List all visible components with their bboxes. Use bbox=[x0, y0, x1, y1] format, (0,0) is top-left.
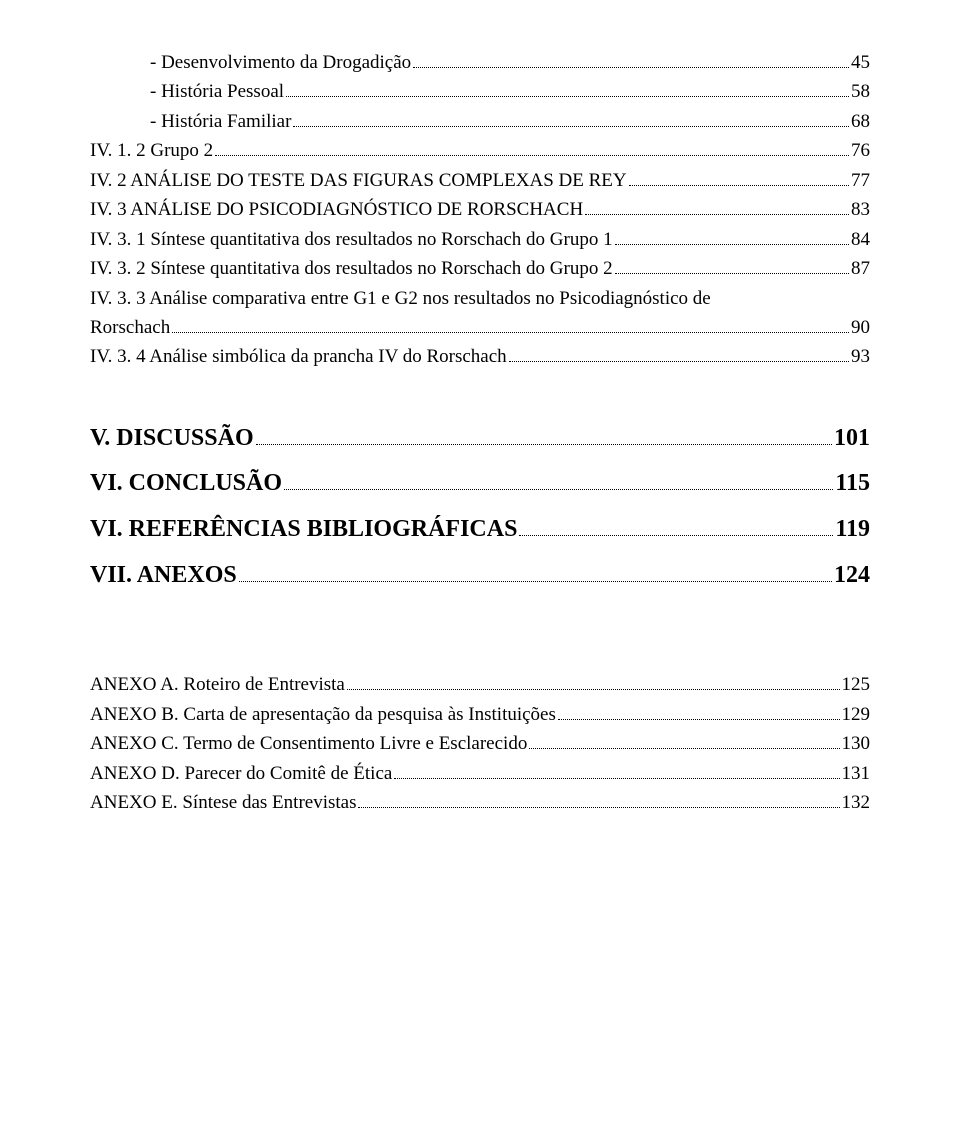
toc-label: - História Pessoal bbox=[150, 77, 284, 106]
toc-label: ANEXO C. Termo de Consentimento Livre e … bbox=[90, 729, 527, 758]
toc-leader-dots bbox=[615, 227, 849, 245]
toc-label: ANEXO A. Roteiro de Entrevista bbox=[90, 670, 345, 699]
toc-heading: V. DISCUSSÃO 101 bbox=[90, 416, 870, 462]
toc-label: VI. REFERÊNCIAS BIBLIOGRÁFICAS bbox=[90, 507, 517, 553]
toc-label: IV. 1. 2 Grupo 2 bbox=[90, 136, 213, 165]
toc-page: 129 bbox=[842, 700, 871, 729]
toc-label: VII. ANEXOS bbox=[90, 553, 237, 599]
toc-page: 45 bbox=[851, 48, 870, 77]
toc-leader-dots bbox=[413, 50, 849, 68]
toc-leader-dots bbox=[558, 702, 840, 720]
spacer bbox=[90, 598, 870, 642]
toc-leader-dots bbox=[239, 559, 832, 582]
spacer bbox=[90, 372, 870, 416]
toc-heading: VI. REFERÊNCIAS BIBLIOGRÁFICAS 119 bbox=[90, 507, 870, 553]
toc-leader-dots bbox=[347, 672, 840, 690]
toc-page: 101 bbox=[834, 416, 870, 462]
toc-leader-dots bbox=[172, 315, 849, 333]
toc-page: 115 bbox=[835, 461, 870, 507]
toc-page: 68 bbox=[851, 107, 870, 136]
toc-leader-dots bbox=[585, 197, 849, 215]
toc-entry: - História Familiar 68 bbox=[90, 107, 870, 136]
toc-leader-dots bbox=[519, 513, 833, 536]
toc-leader-dots bbox=[615, 256, 849, 274]
toc-leader-dots bbox=[509, 344, 849, 362]
toc-entry: - Desenvolvimento da Drogadição 45 bbox=[90, 48, 870, 77]
toc-entry: ANEXO D. Parecer do Comitê de Ética 131 bbox=[90, 759, 870, 788]
toc-entry: IV. 3 ANÁLISE DO PSICODIAGNÓSTICO DE ROR… bbox=[90, 195, 870, 224]
toc-entry: ANEXO C. Termo de Consentimento Livre e … bbox=[90, 729, 870, 758]
toc-entry: IV. 2 ANÁLISE DO TESTE DAS FIGURAS COMPL… bbox=[90, 166, 870, 195]
toc-page: 93 bbox=[851, 342, 870, 371]
toc-entry: ANEXO B. Carta de apresentação da pesqui… bbox=[90, 700, 870, 729]
toc-entry: IV. 3. 1 Síntese quantitativa dos result… bbox=[90, 225, 870, 254]
toc-label-line2: Rorschach bbox=[90, 313, 170, 342]
toc-page: 90 bbox=[851, 313, 870, 342]
toc-page: 130 bbox=[842, 729, 871, 758]
toc-leader-dots bbox=[394, 760, 839, 778]
toc-label: ANEXO B. Carta de apresentação da pesqui… bbox=[90, 700, 556, 729]
toc-page: 58 bbox=[851, 77, 870, 106]
toc-entry: ANEXO A. Roteiro de Entrevista 125 bbox=[90, 670, 870, 699]
toc-label: IV. 3. 2 Síntese quantitativa dos result… bbox=[90, 254, 613, 283]
toc-label: ANEXO D. Parecer do Comitê de Ética bbox=[90, 759, 392, 788]
toc-label: - História Familiar bbox=[150, 107, 291, 136]
toc-label-line1: IV. 3. 3 Análise comparativa entre G1 e … bbox=[90, 284, 870, 313]
toc-page: 132 bbox=[842, 788, 871, 817]
toc-page: 84 bbox=[851, 225, 870, 254]
toc-label: IV. 3. 4 Análise simbólica da prancha IV… bbox=[90, 342, 507, 371]
toc-entry: - História Pessoal 58 bbox=[90, 77, 870, 106]
toc-page: 119 bbox=[835, 507, 870, 553]
toc-page: 77 bbox=[851, 166, 870, 195]
toc-label: VI. CONCLUSÃO bbox=[90, 461, 282, 507]
toc-page: 131 bbox=[842, 759, 871, 788]
toc-page: 83 bbox=[851, 195, 870, 224]
toc-label: IV. 2 ANÁLISE DO TESTE DAS FIGURAS COMPL… bbox=[90, 166, 627, 195]
toc-entry: ANEXO E. Síntese das Entrevistas 132 bbox=[90, 788, 870, 817]
toc-label: IV. 3. 1 Síntese quantitativa dos result… bbox=[90, 225, 613, 254]
toc-label: ANEXO E. Síntese das Entrevistas bbox=[90, 788, 356, 817]
toc-page: 125 bbox=[842, 670, 871, 699]
toc-leader-dots bbox=[293, 109, 849, 127]
spacer bbox=[90, 642, 870, 670]
toc-page: 87 bbox=[851, 254, 870, 283]
toc-entry-multiline: IV. 3. 3 Análise comparativa entre G1 e … bbox=[90, 284, 870, 343]
toc-page: 76 bbox=[851, 136, 870, 165]
toc-heading: VI. CONCLUSÃO 115 bbox=[90, 461, 870, 507]
toc-leader-dots bbox=[286, 79, 849, 97]
toc-page: 124 bbox=[834, 553, 870, 599]
toc-entry: IV. 3. 4 Análise simbólica da prancha IV… bbox=[90, 342, 870, 371]
toc-leader-dots bbox=[358, 790, 839, 808]
toc-entry: IV. 3. 2 Síntese quantitativa dos result… bbox=[90, 254, 870, 283]
toc-heading: VII. ANEXOS 124 bbox=[90, 553, 870, 599]
toc-leader-dots bbox=[284, 468, 833, 491]
toc-label: - Desenvolvimento da Drogadição bbox=[150, 48, 411, 77]
toc-label: IV. 3 ANÁLISE DO PSICODIAGNÓSTICO DE ROR… bbox=[90, 195, 583, 224]
toc-leader-dots bbox=[256, 422, 832, 445]
toc-entry: IV. 1. 2 Grupo 2 76 bbox=[90, 136, 870, 165]
toc-leader-dots bbox=[215, 138, 849, 156]
toc-label: V. DISCUSSÃO bbox=[90, 416, 254, 462]
toc-leader-dots bbox=[529, 731, 839, 749]
toc-leader-dots bbox=[629, 168, 849, 186]
